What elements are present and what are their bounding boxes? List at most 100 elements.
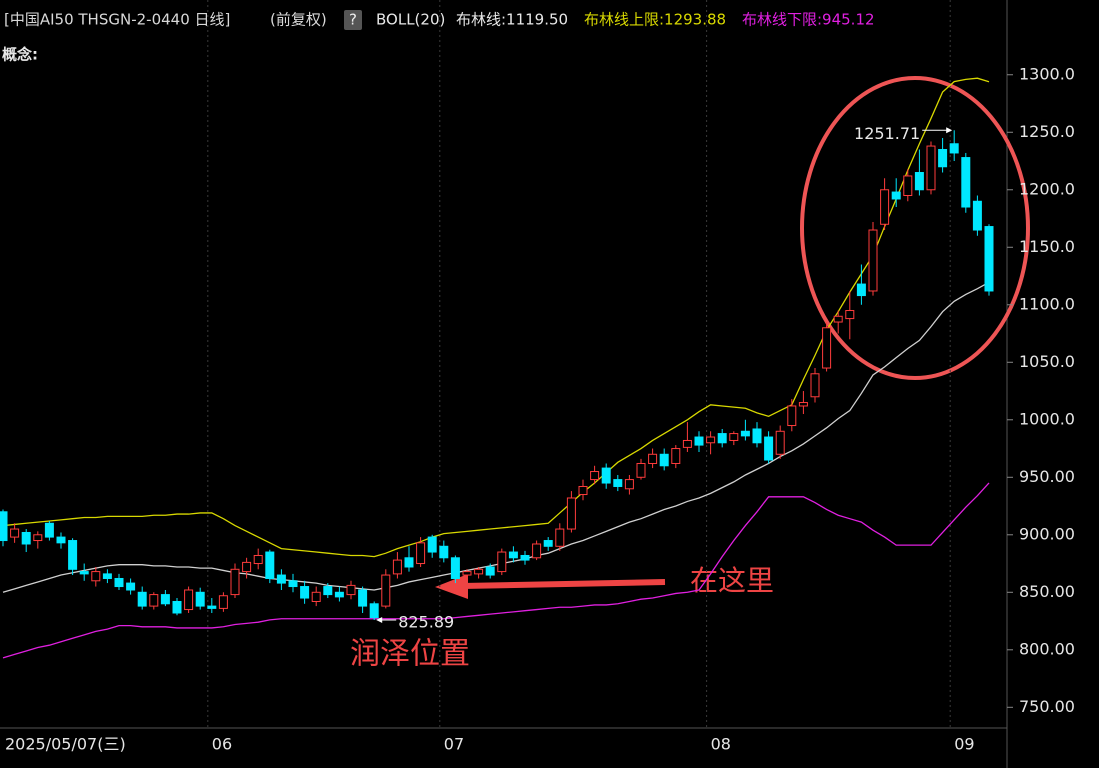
annotation: 润泽位置 [350, 637, 470, 672]
candle-body [671, 448, 681, 464]
candle-body [439, 545, 449, 559]
candle-body [0, 511, 8, 542]
candle-body [717, 433, 727, 444]
candle-body [91, 571, 101, 582]
candle-body [752, 428, 762, 444]
y-tick-label: 1100.0 [1019, 294, 1075, 313]
candle-body [682, 439, 692, 448]
min-label: 825.89 [398, 613, 454, 632]
y-tick-label: 1000.0 [1019, 409, 1075, 428]
y-tick-label: 900.00 [1019, 524, 1075, 543]
candle-body [184, 589, 194, 611]
candle-body [949, 143, 959, 154]
candle-body [68, 540, 78, 570]
y-tick-label: 1050.0 [1019, 352, 1075, 371]
candle-body [578, 485, 588, 496]
candle-body [79, 571, 89, 575]
candle-body [624, 479, 634, 490]
candle-body [903, 175, 913, 197]
candle-body [613, 479, 623, 487]
annotation-arrow [461, 579, 666, 589]
y-tick-label: 1300.0 [1019, 64, 1075, 83]
candle-body [288, 580, 298, 588]
candle-body [44, 522, 54, 538]
candle-body [462, 571, 472, 576]
min-pointer-head [376, 617, 383, 624]
x-tick-label: 07 [444, 735, 464, 754]
candle-body [149, 594, 159, 607]
y-tick-label: 750.00 [1019, 697, 1075, 716]
candle-body [416, 542, 426, 565]
candle-body [787, 405, 797, 427]
candle-body [914, 172, 924, 191]
candle-body [648, 453, 658, 464]
y-tick-label: 850.00 [1019, 582, 1075, 601]
candle-body [961, 157, 971, 208]
candle-body [33, 534, 43, 542]
candle-body [659, 453, 669, 467]
candle-body [323, 586, 333, 596]
candle-body [590, 471, 600, 481]
candle-body [706, 436, 716, 444]
help-text[interactable]: ? [349, 11, 357, 29]
candle-body [601, 467, 611, 484]
candle-body [485, 566, 495, 576]
help-button[interactable] [344, 10, 362, 30]
boll-line [2, 482, 990, 659]
y-tick-label: 800.00 [1019, 639, 1075, 658]
candle-body [114, 577, 124, 588]
x-tick-label: 08 [711, 735, 731, 754]
candle-body [346, 584, 356, 596]
candle-body [694, 436, 704, 446]
candle-body [845, 310, 855, 320]
candle-body [856, 283, 866, 297]
candle-body [880, 189, 890, 225]
candle-body [334, 591, 344, 598]
candle-body [984, 226, 994, 292]
candle-body [172, 600, 182, 614]
candle-body [532, 543, 542, 559]
candle-body [497, 551, 507, 573]
y-tick-label: 1200.0 [1019, 179, 1075, 198]
candle-body [160, 594, 170, 605]
candle-body [126, 582, 136, 591]
candle-body [369, 603, 379, 619]
x-tick-label: 06 [212, 735, 232, 754]
candle-body [972, 200, 982, 231]
candle-body [636, 462, 646, 478]
candle-body [311, 591, 321, 602]
candle-body [508, 551, 518, 559]
candle-body [392, 559, 402, 575]
candle-body [798, 402, 808, 407]
candle-body [566, 497, 576, 530]
subtitle: (前复权) [270, 11, 327, 29]
candle-body [218, 595, 228, 609]
y-tick-label: 950.00 [1019, 467, 1075, 486]
candle-body [207, 605, 217, 609]
candle-body [427, 536, 437, 553]
candle-body [474, 568, 484, 575]
candle-body [764, 436, 774, 461]
x-tick-label: 2025/05/07(三) [5, 735, 126, 754]
candle-body [10, 528, 20, 538]
candle-body [381, 574, 391, 607]
annotation-arrowhead [435, 574, 468, 599]
legend-entry: 布林线上限:1293.88 [584, 11, 726, 29]
y-tick-label: 1250.0 [1019, 122, 1075, 141]
candle-body [102, 573, 112, 579]
x-tick-label: 09 [954, 735, 974, 754]
candle-body [56, 536, 66, 544]
candle-body [740, 430, 750, 437]
candle-body [276, 574, 286, 584]
candle-body [137, 591, 147, 607]
candle-body [358, 589, 368, 607]
annotation: 在这里 [690, 564, 774, 597]
candle-body [520, 554, 530, 561]
candle-body [242, 561, 252, 573]
legend-entry: 布林线下限:945.12 [742, 11, 875, 29]
candle-body [300, 586, 310, 599]
candle-body [450, 557, 460, 579]
candle-body [822, 327, 832, 369]
candle-body [404, 557, 414, 568]
